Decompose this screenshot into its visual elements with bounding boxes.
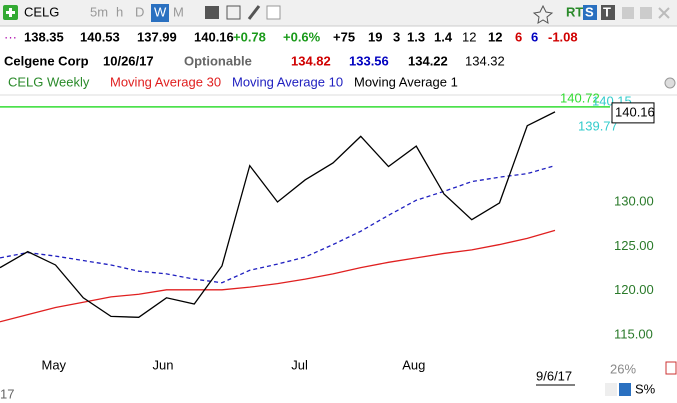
symbol[interactable]: CELG [24,4,59,19]
series-line [0,229,556,323]
y-tick-label: 115.00 [614,326,653,341]
close-icon[interactable] [658,7,670,19]
x-tick-label: Aug [402,357,425,372]
toolbar-tag[interactable]: T [603,4,611,19]
quote-info: 133.56 [349,53,389,68]
legend-entry[interactable]: Moving Average 10 [232,74,343,89]
y-tick-label: 130.00 [614,193,654,208]
timeframe[interactable]: W [154,4,167,19]
y-tick-label: 125.00 [614,238,654,253]
y-tick-label: 120.00 [614,282,654,297]
quote-info: 134.32 [465,53,505,68]
toolbar-bg [0,0,677,26]
note-icon[interactable] [266,5,281,20]
quote-value: 140.16 [194,29,234,44]
footer-left: 17 [0,386,14,401]
series-line [0,111,556,318]
legend-entry[interactable]: Moving Average 1 [354,74,458,89]
minimize-icon[interactable] [622,7,634,19]
quote-value: 6 [531,29,538,44]
quote-value: 1.3 [407,29,425,44]
quote-value: 138.35 [24,29,64,44]
tag-bg [601,5,615,20]
quote-value: -1.08 [548,29,578,44]
quote-value: 1.4 [434,29,453,44]
l-box[interactable] [619,383,631,396]
legend-entry[interactable]: Moving Average 30 [110,74,221,89]
timeframe[interactable]: h [116,4,123,19]
series-line [0,165,556,284]
toolbar-tag[interactable]: S [585,4,594,19]
timeframe[interactable]: M [173,4,184,19]
restore-icon[interactable] [640,7,652,19]
quote-value: +0.78 [233,29,266,44]
quote-info: 134.82 [291,53,331,68]
footer-s: S% [635,381,656,396]
quote-value: +75 [333,29,355,44]
quote-info: Optionable [184,53,252,68]
x-tick-label: Jul [291,357,308,372]
footer-pct: 26% [610,361,636,376]
toolbar-tag[interactable]: RT [566,4,583,19]
quote-value: 3 [393,29,400,44]
x-tick-label: May [42,357,67,372]
quote-info: Celgene Corp [4,53,89,68]
dots: ··· [4,29,17,44]
settings-icon[interactable] [664,77,676,89]
quote-info: 134.22 [408,53,448,68]
timeframe[interactable]: D [135,4,144,19]
end-date: 9/6/17 [536,368,572,383]
quote-info: 10/26/17 [103,53,154,68]
reference-label: 140.72 [560,90,600,105]
quote-value: +0.6% [283,29,321,44]
tf-active [151,4,169,22]
pencil-icon[interactable] [247,5,261,20]
edit-icon[interactable] [665,361,677,375]
quote-value: 12 [488,29,502,44]
legend-entry[interactable]: CELG Weekly [8,74,90,89]
table-icon[interactable] [226,5,241,20]
star-icon[interactable] [532,4,554,24]
quote-value: 12 [462,29,476,44]
quote-value: 137.99 [137,29,177,44]
quote-value: 140.53 [80,29,120,44]
quote-value: 6 [515,29,522,44]
annotation: 139.77 [578,118,618,133]
a-box[interactable] [605,383,617,396]
price-label: 140.16 [615,104,655,119]
x-tick-label: Jun [153,357,174,372]
chart-icon[interactable] [205,6,219,19]
timeframe[interactable]: 5m [90,4,108,19]
price-box [611,102,655,124]
tag-bg [583,5,597,20]
quote-value: 19 [368,29,382,44]
add-plus [6,8,15,17]
